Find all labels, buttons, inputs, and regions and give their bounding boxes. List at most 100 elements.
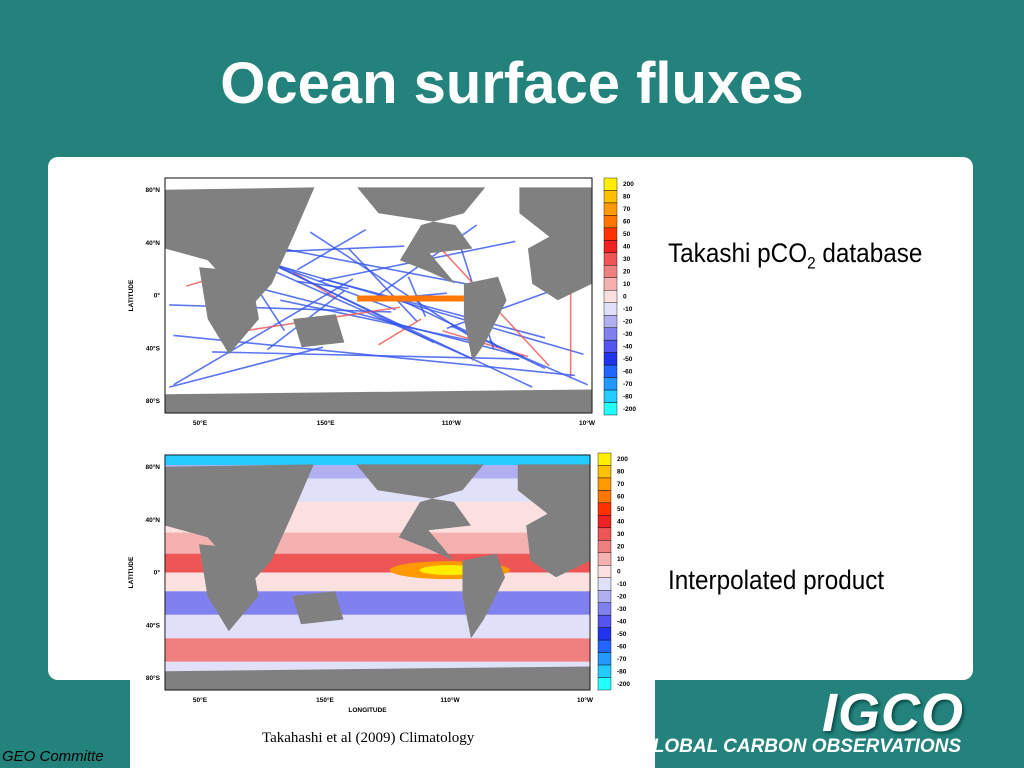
colorbar-swatch <box>597 614 612 628</box>
colorbar-label: -10 <box>617 581 627 588</box>
colorbar-label: -200 <box>617 681 630 688</box>
lon-tick-label: 110°W <box>440 696 460 704</box>
colorbar-label: 50 <box>623 231 631 238</box>
land <box>165 666 590 690</box>
colorbar-label: 30 <box>617 531 625 538</box>
lon-tick-label: 10°W <box>577 696 594 704</box>
land <box>293 314 345 348</box>
colorbar-swatch <box>597 527 612 541</box>
land <box>292 591 344 625</box>
map-label: Takashi pCO2 database <box>668 238 922 273</box>
ship-track <box>348 247 418 322</box>
colorbar-swatch <box>603 240 618 254</box>
lat-tick-label: 40°N <box>145 239 160 247</box>
colorbar-swatch <box>597 477 612 491</box>
colorbar-label: 40 <box>623 244 631 251</box>
lat-tick-label: 40°N <box>145 516 160 524</box>
map: 80°N 40°N 0° 40°S 80°S 50°E 150°E 110°W 10°W LATI… <box>128 177 636 427</box>
colorbar-swatch <box>597 540 612 553</box>
colorbar-swatch <box>603 252 618 266</box>
lon-tick-label: 50°E <box>193 419 208 427</box>
slide-title: Ocean surface fluxes <box>220 51 804 116</box>
land <box>199 267 259 355</box>
map-frame <box>164 454 591 691</box>
colorbar-swatch <box>603 302 618 316</box>
flux-band <box>165 661 590 672</box>
flux-band <box>165 614 590 639</box>
label-subscript: 2 <box>807 253 816 273</box>
colorbar-swatch <box>597 590 612 603</box>
colorbar-label: 20 <box>617 544 625 551</box>
colorbar-swatch <box>603 215 618 229</box>
colorbar-swatch <box>603 327 618 341</box>
lat-tick-label: 40°S <box>146 344 161 352</box>
ship-track <box>211 351 520 360</box>
land <box>199 544 259 632</box>
colorbar-swatch <box>603 315 618 328</box>
colorbar-label: 50 <box>617 506 625 513</box>
ship-track <box>169 346 324 388</box>
x-axis-label: LONGITUDE <box>348 707 387 714</box>
colorbar-swatch <box>603 377 618 391</box>
colorbar-label: 80 <box>617 469 625 476</box>
lat-tick-label: 80°S <box>146 397 161 405</box>
land <box>165 187 315 308</box>
colorbar-swatch <box>603 290 618 303</box>
label-text: database <box>815 238 923 268</box>
flux-band <box>165 638 590 662</box>
colorbar-label: -20 <box>623 318 633 325</box>
colorbar-label: -70 <box>623 381 633 388</box>
colorbar-label: 0 <box>617 569 621 576</box>
footer-text: GEO Committe <box>2 748 104 765</box>
colorbar-label: -30 <box>617 606 627 613</box>
colorbar-label: 70 <box>617 481 625 488</box>
map: 80°N 40°N 0° 40°S 80°S 50°E 150°E 110°W 10°W LATI… <box>128 452 630 714</box>
colorbar-label: -40 <box>623 343 633 350</box>
colorbar-label: 200 <box>623 181 634 188</box>
colorbar-swatch <box>603 402 618 416</box>
y-axis-label: LATITUDE <box>128 279 135 311</box>
y-axis-label: LATITUDE <box>128 556 135 588</box>
colorbar-label: 200 <box>617 456 628 463</box>
colorbar-swatch <box>597 677 612 691</box>
colorbar-label: 70 <box>623 206 631 213</box>
label-text: Takashi pCO <box>668 238 808 268</box>
colorbar-swatch <box>597 627 612 641</box>
land <box>517 464 590 578</box>
colorbar-swatch <box>597 452 612 466</box>
colorbar-label: -20 <box>617 593 627 600</box>
ship-track <box>173 334 575 377</box>
logo: IGCO <box>822 683 965 743</box>
colorbar-swatch <box>603 364 618 378</box>
lat-tick-label: 40°S <box>146 621 161 629</box>
ship-track <box>322 278 546 339</box>
colorbar-label: 10 <box>617 556 625 563</box>
logo-tagline: GLOBAL CARBON OBSERVATIONS <box>638 736 962 757</box>
colorbar-label: 0 <box>623 294 627 301</box>
ship-track <box>357 295 464 302</box>
colorbar-label: -70 <box>617 656 627 663</box>
colorbar-label: 40 <box>617 519 625 526</box>
lat-tick-label: 0° <box>154 292 161 300</box>
colorbar-swatch <box>603 339 618 353</box>
lon-tick-label: 50°E <box>193 696 208 704</box>
colorbar-swatch <box>603 177 618 191</box>
colorbar-swatch <box>597 565 612 578</box>
colorbar-swatch <box>603 190 618 204</box>
colorbar-label: -30 <box>623 331 633 338</box>
land <box>462 553 505 639</box>
colorbar-swatch <box>597 465 612 479</box>
colorbar-label: 60 <box>617 494 625 501</box>
colorbar-swatch <box>597 602 612 616</box>
colorbar-swatch <box>603 277 618 291</box>
colorbar-label: 10 <box>623 281 631 288</box>
ship-track <box>296 229 367 271</box>
colorbar-swatch <box>603 202 618 216</box>
colorbar-label: -40 <box>617 618 627 625</box>
ship-track <box>378 318 422 346</box>
map-frame <box>164 177 593 414</box>
colorbar-swatch <box>597 664 612 678</box>
land <box>356 464 484 561</box>
ship-track <box>173 278 354 386</box>
